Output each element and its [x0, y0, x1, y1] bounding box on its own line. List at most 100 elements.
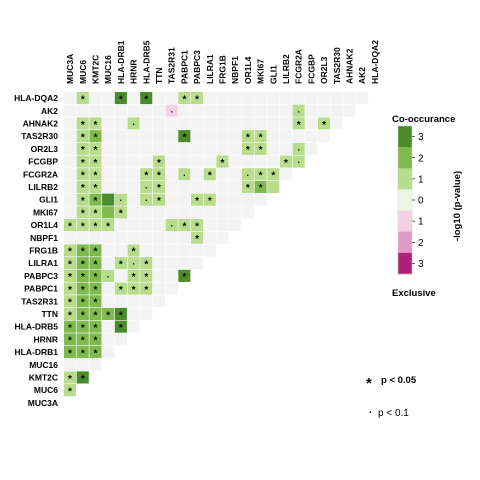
column-label: FCGBP [306, 54, 316, 84]
heatmap-cell [89, 231, 102, 244]
significance-mark: * [182, 132, 186, 143]
heatmap-cell [114, 206, 127, 219]
heatmap-cell [114, 130, 127, 143]
heatmap-cell [165, 142, 178, 155]
heatmap-cell [89, 104, 102, 117]
heatmap-cell [114, 117, 127, 130]
heatmap-cell [152, 104, 165, 117]
significance-mark: * [94, 196, 98, 207]
row-label: HRNR [33, 334, 58, 344]
heatmap-cell [229, 130, 242, 143]
heatmap-cell [89, 320, 102, 333]
heatmap-cell [279, 117, 292, 130]
heatmap-cell [127, 193, 140, 206]
significance-mark: * [119, 323, 123, 334]
row-label: LILRB2 [28, 182, 58, 192]
heatmap-cell [254, 142, 267, 155]
heatmap-cell [102, 92, 115, 105]
legend-axis-title: -log10 (p-value) [452, 171, 463, 241]
heatmap-cell [140, 269, 153, 282]
heatmap-cell [191, 155, 204, 168]
heatmap-cell [140, 257, 153, 270]
heatmap-cell [114, 92, 127, 105]
heatmap-cell [216, 206, 229, 219]
column-labels: MUC3A MUC6 KMT2C MUC16 HLA-DRB1 HRNR HLA-DRB5 T… [65, 40, 380, 84]
heatmap-cell [102, 333, 115, 346]
heatmap-cell [102, 244, 115, 257]
heatmap-cell [140, 142, 153, 155]
significance-mark: * [68, 272, 72, 283]
heatmap-cell [165, 219, 178, 232]
heatmap-cell [64, 358, 77, 371]
heatmap-cell [152, 231, 165, 244]
trend-mark: . [170, 219, 173, 229]
significance-mark: * [94, 298, 98, 309]
heatmap-cell [203, 231, 216, 244]
heatmap-cell [165, 117, 178, 130]
row-label: MUC6 [34, 385, 58, 395]
heatmap-cell [114, 193, 127, 206]
column-label: KMT2C [91, 55, 101, 84]
significance-mark: * [246, 183, 250, 194]
trend-mark: . [132, 257, 135, 267]
significance-mark: * [81, 94, 85, 105]
heatmap-cell [64, 257, 77, 270]
heatmap-cell [127, 92, 140, 105]
heatmap-cell [76, 155, 89, 168]
row-label: OR2L3 [31, 144, 59, 154]
heatmap-cell [267, 117, 280, 130]
column-label: HLA-DRB5 [141, 40, 151, 84]
significance-mark: * [144, 272, 148, 283]
legend-color-step [398, 231, 412, 254]
significance-mark: * [157, 171, 161, 182]
heatmap-cell [102, 206, 115, 219]
significance-mark: * [94, 120, 98, 131]
heatmap-cell [241, 142, 254, 155]
heatmap-cell [152, 257, 165, 270]
heatmap-cell [102, 168, 115, 181]
heatmap-cell [216, 155, 229, 168]
significance-mark: * [81, 272, 85, 283]
heatmap-cell [64, 193, 77, 206]
row-label: HLA-DRB5 [15, 322, 59, 332]
heatmap-cell [216, 104, 229, 117]
heatmap-cell [216, 168, 229, 181]
heatmap-cell [165, 244, 178, 257]
row-label: FRG1B [29, 245, 58, 255]
heatmap-cell [76, 320, 89, 333]
significance-mark: * [284, 158, 288, 169]
heatmap-cell [102, 231, 115, 244]
heatmap-cell [254, 168, 267, 181]
heatmap-cell [64, 92, 77, 105]
heatmap-cell [64, 130, 77, 143]
heatmap-cell [292, 104, 305, 117]
heatmap-cell [165, 180, 178, 193]
heatmap-cell [102, 155, 115, 168]
heatmap-cell [267, 180, 280, 193]
heatmap-cell [241, 130, 254, 143]
heatmap-cell [102, 180, 115, 193]
heatmap-cell [229, 168, 242, 181]
row-label: MUC3A [28, 398, 58, 408]
significance-mark: * [246, 132, 250, 143]
heatmap-cell [64, 371, 77, 384]
heatmap-cell [216, 193, 229, 206]
significance-mark: * [119, 94, 123, 105]
row-label: OR1L4 [31, 220, 59, 230]
significance-mark: * [106, 221, 110, 232]
heatmap-cell [127, 117, 140, 130]
row-label: PABPC1 [24, 284, 58, 294]
heatmap-cell [343, 104, 356, 117]
heatmap-cell [241, 117, 254, 130]
heatmap-cell [229, 92, 242, 105]
significance-mark: * [81, 298, 85, 309]
heatmap-cell [89, 257, 102, 270]
heatmap-cell [102, 257, 115, 270]
heatmap-cell [165, 130, 178, 143]
heatmap-cell [127, 219, 140, 232]
heatmap-cell [140, 295, 153, 308]
significance-mark: * [119, 285, 123, 296]
legend-tick-label: 1 [418, 175, 424, 186]
heatmap-cell [216, 117, 229, 130]
